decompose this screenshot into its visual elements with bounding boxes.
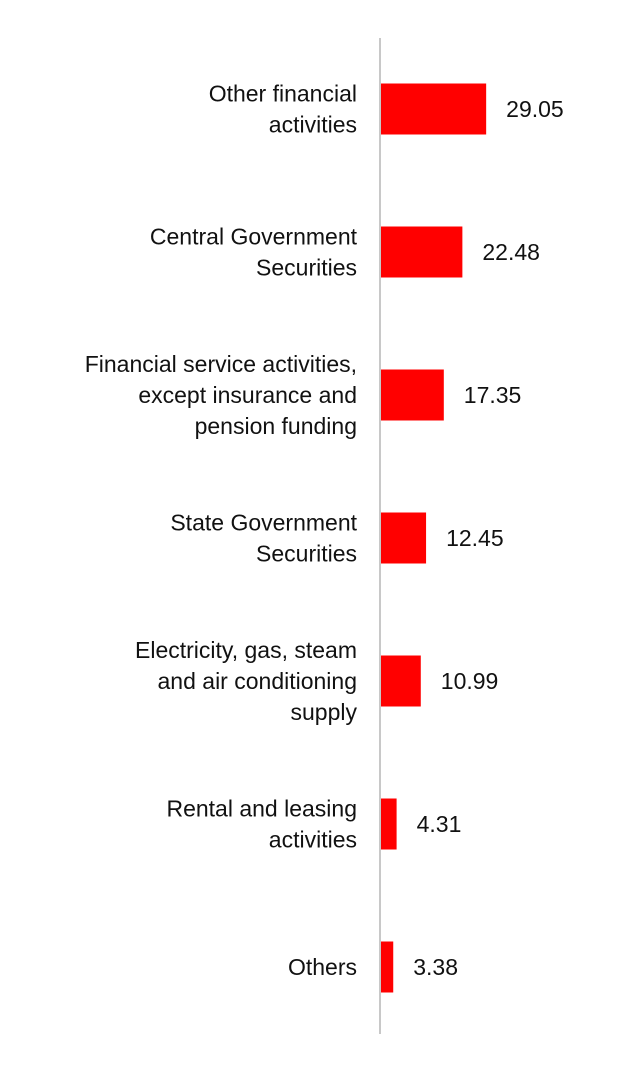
bar-4 [381,655,421,707]
category-label-5: Rental and leasing activities [166,796,357,853]
category-label-line: State Government [170,510,357,536]
category-label-line: Securities [256,541,357,567]
category-label-line: pension funding [195,413,357,439]
category-label-line: except insurance and [138,382,357,408]
category-label-6: Others [288,954,357,980]
bar-3 [381,512,427,564]
bar-0 [381,83,487,135]
value-label-3: 12.45 [446,525,504,551]
category-label-line: Others [288,954,357,980]
bar-5 [381,798,397,850]
category-label-line: and air conditioning [158,668,357,694]
bar-6 [381,941,394,993]
value-label-0: 29.05 [506,96,564,122]
bar-2 [381,369,444,421]
category-label-line: Rental and leasing [166,796,357,822]
value-label-4: 10.99 [441,668,499,694]
category-label-line: Financial service activities, [85,351,357,377]
bar-1 [381,226,463,278]
category-label-line: Other financial [209,81,357,107]
category-label-line: Central Government [150,224,358,250]
bars [381,83,487,993]
value-label-5: 4.31 [417,811,462,837]
value-label-6: 3.38 [413,954,458,980]
category-label-line: supply [291,699,358,725]
category-label-1: Central Government Securities [150,224,358,281]
category-label-line: Electricity, gas, steam [135,637,357,663]
category-label-2: Financial service activities, except insu… [85,351,357,439]
value-label-2: 17.35 [464,382,522,408]
category-labels: Other financial activities Central Governm… [85,81,358,981]
category-label-0: Other financial activities [209,81,357,138]
category-label-3: State Government Securities [170,510,357,567]
category-label-line: activities [269,827,357,853]
category-label-4: Electricity, gas, steam and air condition… [135,637,357,725]
value-labels: 29.05 22.48 17.35 12.45 10.99 4.31 3.38 [413,96,563,980]
category-label-line: Securities [256,255,357,281]
value-label-1: 22.48 [482,239,540,265]
category-label-line: activities [269,112,357,138]
